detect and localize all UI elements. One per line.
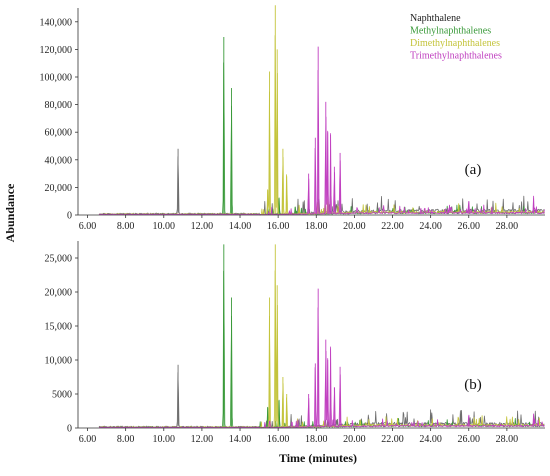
panel-label: (a) <box>465 162 482 178</box>
x-tick-label: 20.00 <box>343 434 366 445</box>
x-tick-label: 22.00 <box>381 221 404 232</box>
legend-entry: Dimethylnaphthalenes <box>410 38 500 49</box>
y-tick-label: 20,000 <box>45 288 73 299</box>
y-axis-title: Abundance <box>3 183 17 242</box>
x-tick-label: 6.00 <box>79 221 97 232</box>
series-line-1 <box>98 270 545 429</box>
x-tick-label: 12.00 <box>191 434 214 445</box>
series-line-2 <box>98 35 545 216</box>
series-line-3 <box>98 70 545 216</box>
x-tick-label: 10.00 <box>153 434 176 445</box>
y-tick-label: 80,000 <box>45 100 73 111</box>
x-tick-label: 20.00 <box>343 221 366 232</box>
chart-panel-1: 0 5000 10,000 15,000 20,000 25,000 6.00 8.00 10.… <box>45 241 545 445</box>
x-axis-title: Time (minutes) <box>279 451 357 465</box>
y-tick-label: 120,000 <box>40 45 73 56</box>
y-tick-label: 5000 <box>52 390 72 401</box>
x-tick-label: 18.00 <box>305 221 328 232</box>
x-tick-label: 22.00 <box>381 434 404 445</box>
chart-panel-0: 0 20,000 40,000 60,000 80,000 100,000 120,000 1… <box>40 5 545 232</box>
x-tick-label: 8.00 <box>117 221 135 232</box>
x-tick-label: 14.00 <box>229 221 252 232</box>
x-tick-label: 28.00 <box>496 434 519 445</box>
y-tick-label: 0 <box>67 424 72 435</box>
x-tick-label: 6.00 <box>79 434 97 445</box>
legend-entry: Trimethylnaphthalenes <box>410 51 502 62</box>
y-tick-label: 20,000 <box>45 183 73 194</box>
x-tick-label: 24.00 <box>419 434 442 445</box>
y-tick-label: 60,000 <box>45 128 73 139</box>
x-tick-label: 8.00 <box>117 434 135 445</box>
x-tick-label: 18.00 <box>305 434 328 445</box>
y-tick-label: 40,000 <box>45 155 73 166</box>
x-tick-label: 14.00 <box>229 434 252 445</box>
panel-label: (b) <box>464 377 482 393</box>
series-line-3 <box>98 307 545 429</box>
y-tick-label: 15,000 <box>45 322 73 333</box>
x-tick-label: 28.00 <box>496 221 519 232</box>
y-tick-label: 10,000 <box>45 356 73 367</box>
x-tick-label: 24.00 <box>419 221 442 232</box>
y-tick-label: 0 <box>67 211 72 222</box>
x-tick-label: 16.00 <box>267 434 290 445</box>
legend-entry: Methylnaphthalenes <box>410 26 491 37</box>
y-tick-label: 100,000 <box>40 73 73 84</box>
x-tick-label: 26.00 <box>458 221 481 232</box>
x-tick-label: 10.00 <box>153 221 176 232</box>
y-tick-label: 25,000 <box>45 254 73 265</box>
series-line-1 <box>99 62 545 216</box>
x-tick-label: 26.00 <box>458 434 481 445</box>
series-line-2 <box>99 270 545 429</box>
x-tick-label: 12.00 <box>191 221 214 232</box>
x-tick-label: 16.00 <box>267 221 290 232</box>
y-tick-label: 140,000 <box>40 17 73 28</box>
legend-entry: Naphthalene <box>410 13 461 24</box>
